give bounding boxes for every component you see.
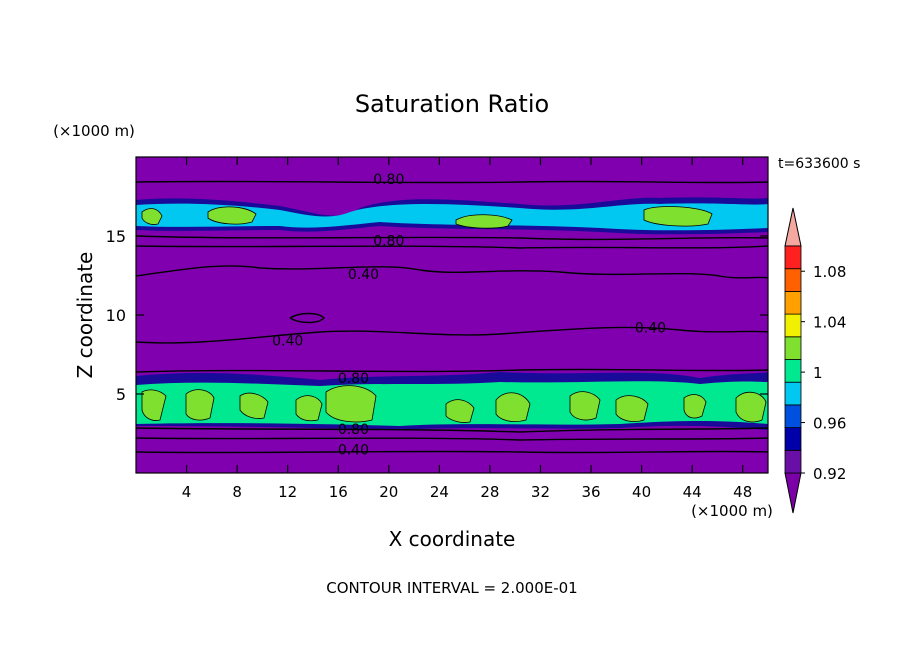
x-tick-label: 20: [379, 483, 398, 501]
contour-label: 0.40: [635, 321, 666, 337]
contour-line: [136, 235, 768, 241]
contour-line: [136, 326, 768, 344]
colorbar-swatch: [784, 268, 802, 292]
lower-layer-supersaturated: [141, 385, 767, 423]
chart-title: Saturation Ratio: [355, 90, 549, 118]
colorbar-swatch: [784, 290, 802, 315]
colorbar-swatch: [784, 381, 802, 406]
contour-line: [136, 427, 768, 433]
colorbar-label: 0.96: [813, 415, 846, 433]
contour-labels: 0.80 0.80 0.40 0.40 0.40 0.80 0.80 0.40: [272, 172, 666, 458]
x-tick-label: 32: [531, 483, 550, 501]
colorbar-label: 1.04: [813, 314, 846, 332]
y-tick-label: 15: [106, 227, 126, 246]
x-unit-label: (×1000 m): [691, 502, 773, 520]
x-tick-label: 28: [480, 483, 499, 501]
x-tick-label: 12: [278, 483, 297, 501]
colorbar-swatch: [784, 245, 802, 270]
contour-lines: [136, 180, 768, 454]
x-tick-label: 40: [632, 483, 651, 501]
contour-line: [136, 265, 768, 279]
x-tick-label: 24: [430, 483, 449, 501]
y-axis-title: Z coordinate: [73, 252, 97, 379]
colorbar-swatch: [784, 449, 802, 474]
contour-line: [136, 180, 768, 184]
contour-line: [136, 245, 768, 249]
colorbar-under-arrow: [784, 472, 802, 514]
colorbar-swatch: [784, 427, 802, 451]
colorbar-over-arrow: [784, 207, 802, 247]
x-tick-label: 16: [329, 483, 348, 501]
y-unit-label: (×1000 m): [53, 122, 135, 140]
y-tick-label: 10: [106, 306, 126, 325]
contour-line: [136, 450, 768, 454]
colorbar-swatch: [784, 336, 802, 360]
colorbar: 0.92 0.96 1 1.04 1.08: [784, 207, 846, 514]
upper-layer-saturated: [136, 203, 768, 231]
contour-label: 0.80: [373, 172, 404, 188]
colorbar-swatch: [784, 313, 802, 338]
contour-label: 0.80: [338, 422, 369, 438]
x-tick-label: 48: [733, 483, 752, 501]
contour-interval-footer: CONTOUR INTERVAL = 2.000E-01: [326, 579, 577, 597]
contour-field: [136, 180, 768, 454]
x-tick-label: 4: [182, 483, 192, 501]
colorbar-label: 1.08: [813, 263, 846, 281]
x-tick-label: 44: [683, 483, 702, 501]
colorbar-swatch: [784, 404, 802, 428]
y-tick-label: 5: [116, 385, 126, 404]
contour-label: 0.80: [338, 371, 369, 387]
time-label: t=633600 s: [778, 156, 860, 172]
contour-line: [136, 368, 768, 373]
x-tick-label: 36: [581, 483, 600, 501]
contour-label: 0.40: [338, 442, 369, 458]
contour-label: 0.40: [272, 333, 303, 349]
contour-label: 0.40: [348, 267, 379, 283]
y-axis: 5 10 15: [106, 227, 768, 404]
x-axis: 4 8 12 16 20 24 28 32 36 40 44 48: [182, 157, 752, 501]
colorbar-label: 0.92: [813, 465, 846, 483]
contour-label: 0.80: [373, 234, 404, 250]
x-tick-label: 8: [232, 483, 242, 501]
colorbar-swatch: [784, 359, 802, 383]
contour-line: [289, 312, 325, 324]
colorbar-label: 1: [813, 364, 823, 382]
upper-layer-supersaturated: [141, 206, 713, 229]
x-axis-title: X coordinate: [389, 527, 516, 551]
contour-line: [136, 437, 768, 441]
